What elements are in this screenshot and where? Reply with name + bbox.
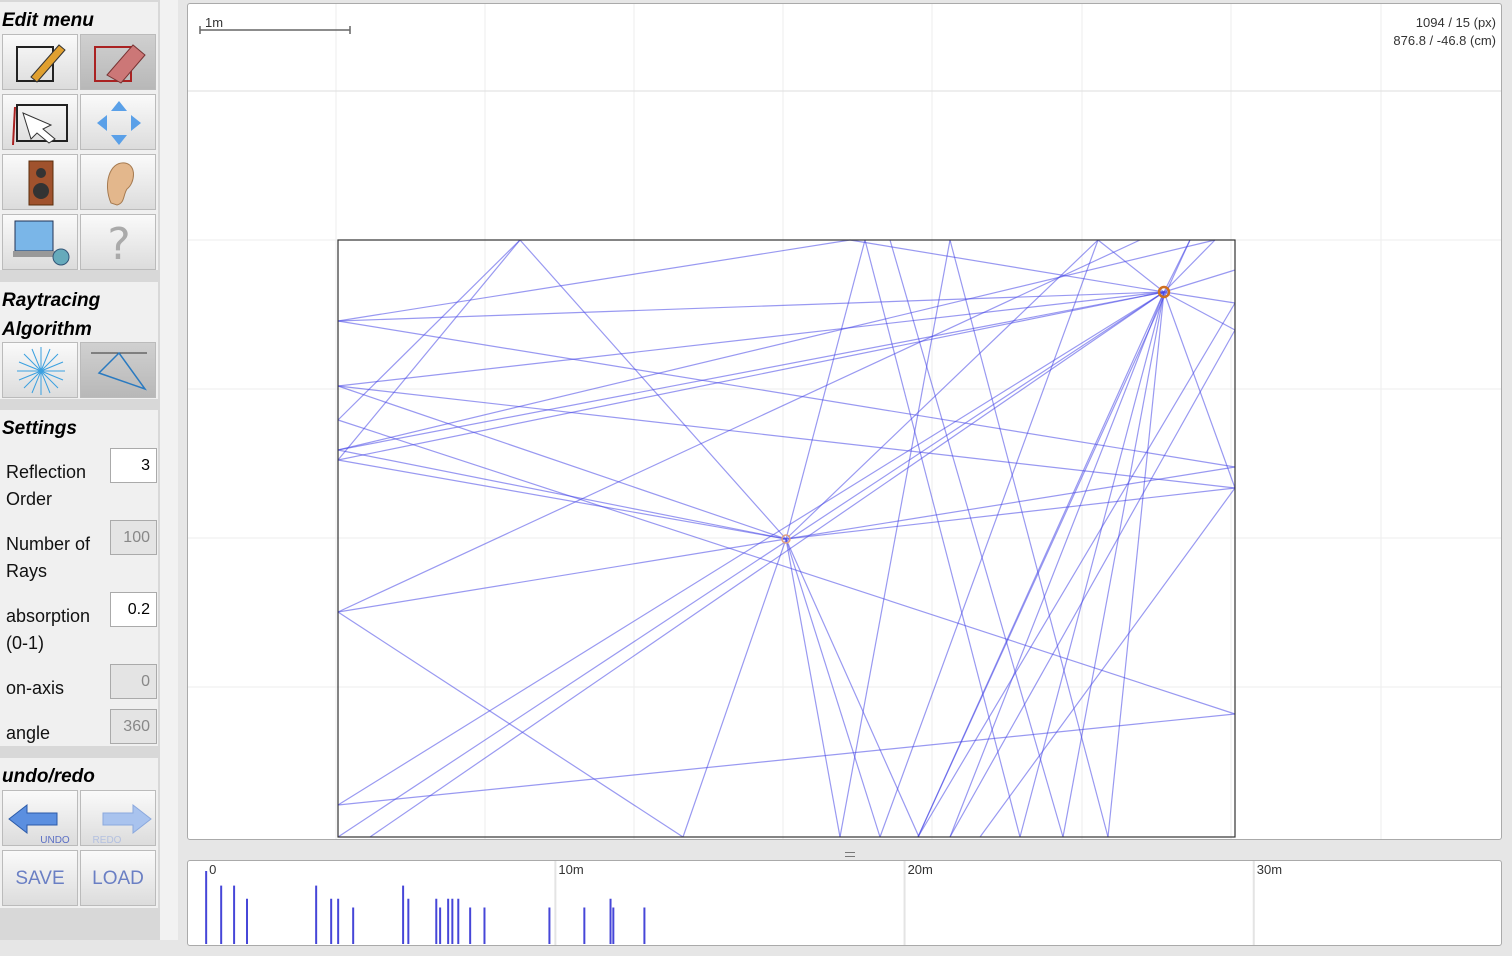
x-tick-label: 10m — [558, 862, 583, 877]
sidebar: Edit menu ? Raytracing Algorithm Setting… — [0, 0, 160, 940]
x-tick-label: 20m — [908, 862, 933, 877]
field-label: absorption (0-1) — [6, 606, 91, 653]
redo-button: REDO — [80, 790, 156, 846]
receiver[interactable] — [1157, 285, 1171, 299]
radial-button[interactable] — [2, 342, 78, 398]
field-input: 360 — [110, 709, 157, 744]
field-input: 0 — [110, 664, 157, 699]
rays — [337, 239, 1236, 838]
field-label: on-axis — [6, 678, 65, 698]
field-label: angle — [6, 723, 51, 743]
section-title: Settings — [2, 418, 77, 439]
x-tick-label: 0 — [209, 862, 216, 877]
help-button[interactable]: ? — [80, 214, 156, 270]
undo-label: UNDO — [40, 835, 70, 846]
settings-panel: Settings Reflection Order 3 Number of Ra… — [0, 410, 158, 746]
room-walls[interactable] — [337, 239, 1236, 838]
cursor-cm: 876.8 / -46.8 (cm) — [1393, 33, 1496, 48]
load-button[interactable]: LOAD — [80, 850, 156, 906]
section-title: Edit menu — [2, 10, 94, 31]
room-view: 1m 1094 / 15 (px) 876.8 / -46.8 (cm) — [188, 4, 1501, 839]
redo-label: REDO — [93, 835, 122, 846]
field-input: 100 — [110, 520, 157, 555]
edit-menu: Edit menu ? — [0, 2, 158, 270]
field-input[interactable]: 3 — [110, 448, 157, 483]
scale-label: 1m — [205, 15, 223, 30]
splitter[interactable] — [845, 852, 855, 857]
section-title: Raytracing Algorithm — [2, 290, 101, 340]
impulse-response: 0 10m 20m 30m — [187, 860, 1502, 946]
grid — [188, 4, 1501, 839]
x-tick-label: 30m — [1257, 862, 1282, 877]
cursor-px: 1094 / 15 (px) — [1416, 15, 1496, 30]
select-button[interactable] — [2, 94, 78, 150]
room-canvas[interactable]: 1m 1094 / 15 (px) 876.8 / -46.8 (cm) — [187, 3, 1502, 840]
save-button[interactable]: SAVE — [2, 850, 78, 906]
scale-bar — [199, 26, 351, 34]
receiver-button[interactable] — [80, 154, 156, 210]
source[interactable] — [781, 534, 791, 544]
undo-button[interactable]: UNDO — [2, 790, 78, 846]
erase-button[interactable] — [80, 34, 156, 90]
field-input[interactable]: 0.2 — [110, 592, 157, 627]
svg-text:?: ? — [107, 219, 130, 270]
impulse-chart: 0 10m 20m 30m — [205, 861, 1282, 945]
room — [337, 239, 1236, 838]
draw-button[interactable] — [2, 34, 78, 90]
image-source-button[interactable] — [80, 342, 156, 398]
source-button[interactable] — [2, 154, 78, 210]
undo-redo-panel: undo/redo UNDO REDO SAVE LOAD — [0, 758, 158, 908]
settings-button[interactable] — [2, 214, 78, 270]
section-title: undo/redo — [2, 766, 95, 787]
raytracing-menu: Raytracing Algorithm — [0, 282, 158, 399]
scrollbar[interactable] — [160, 0, 178, 940]
field-label: Number of Rays — [6, 534, 91, 581]
move-button[interactable] — [80, 94, 156, 150]
field-label: Reflection Order — [6, 462, 87, 509]
